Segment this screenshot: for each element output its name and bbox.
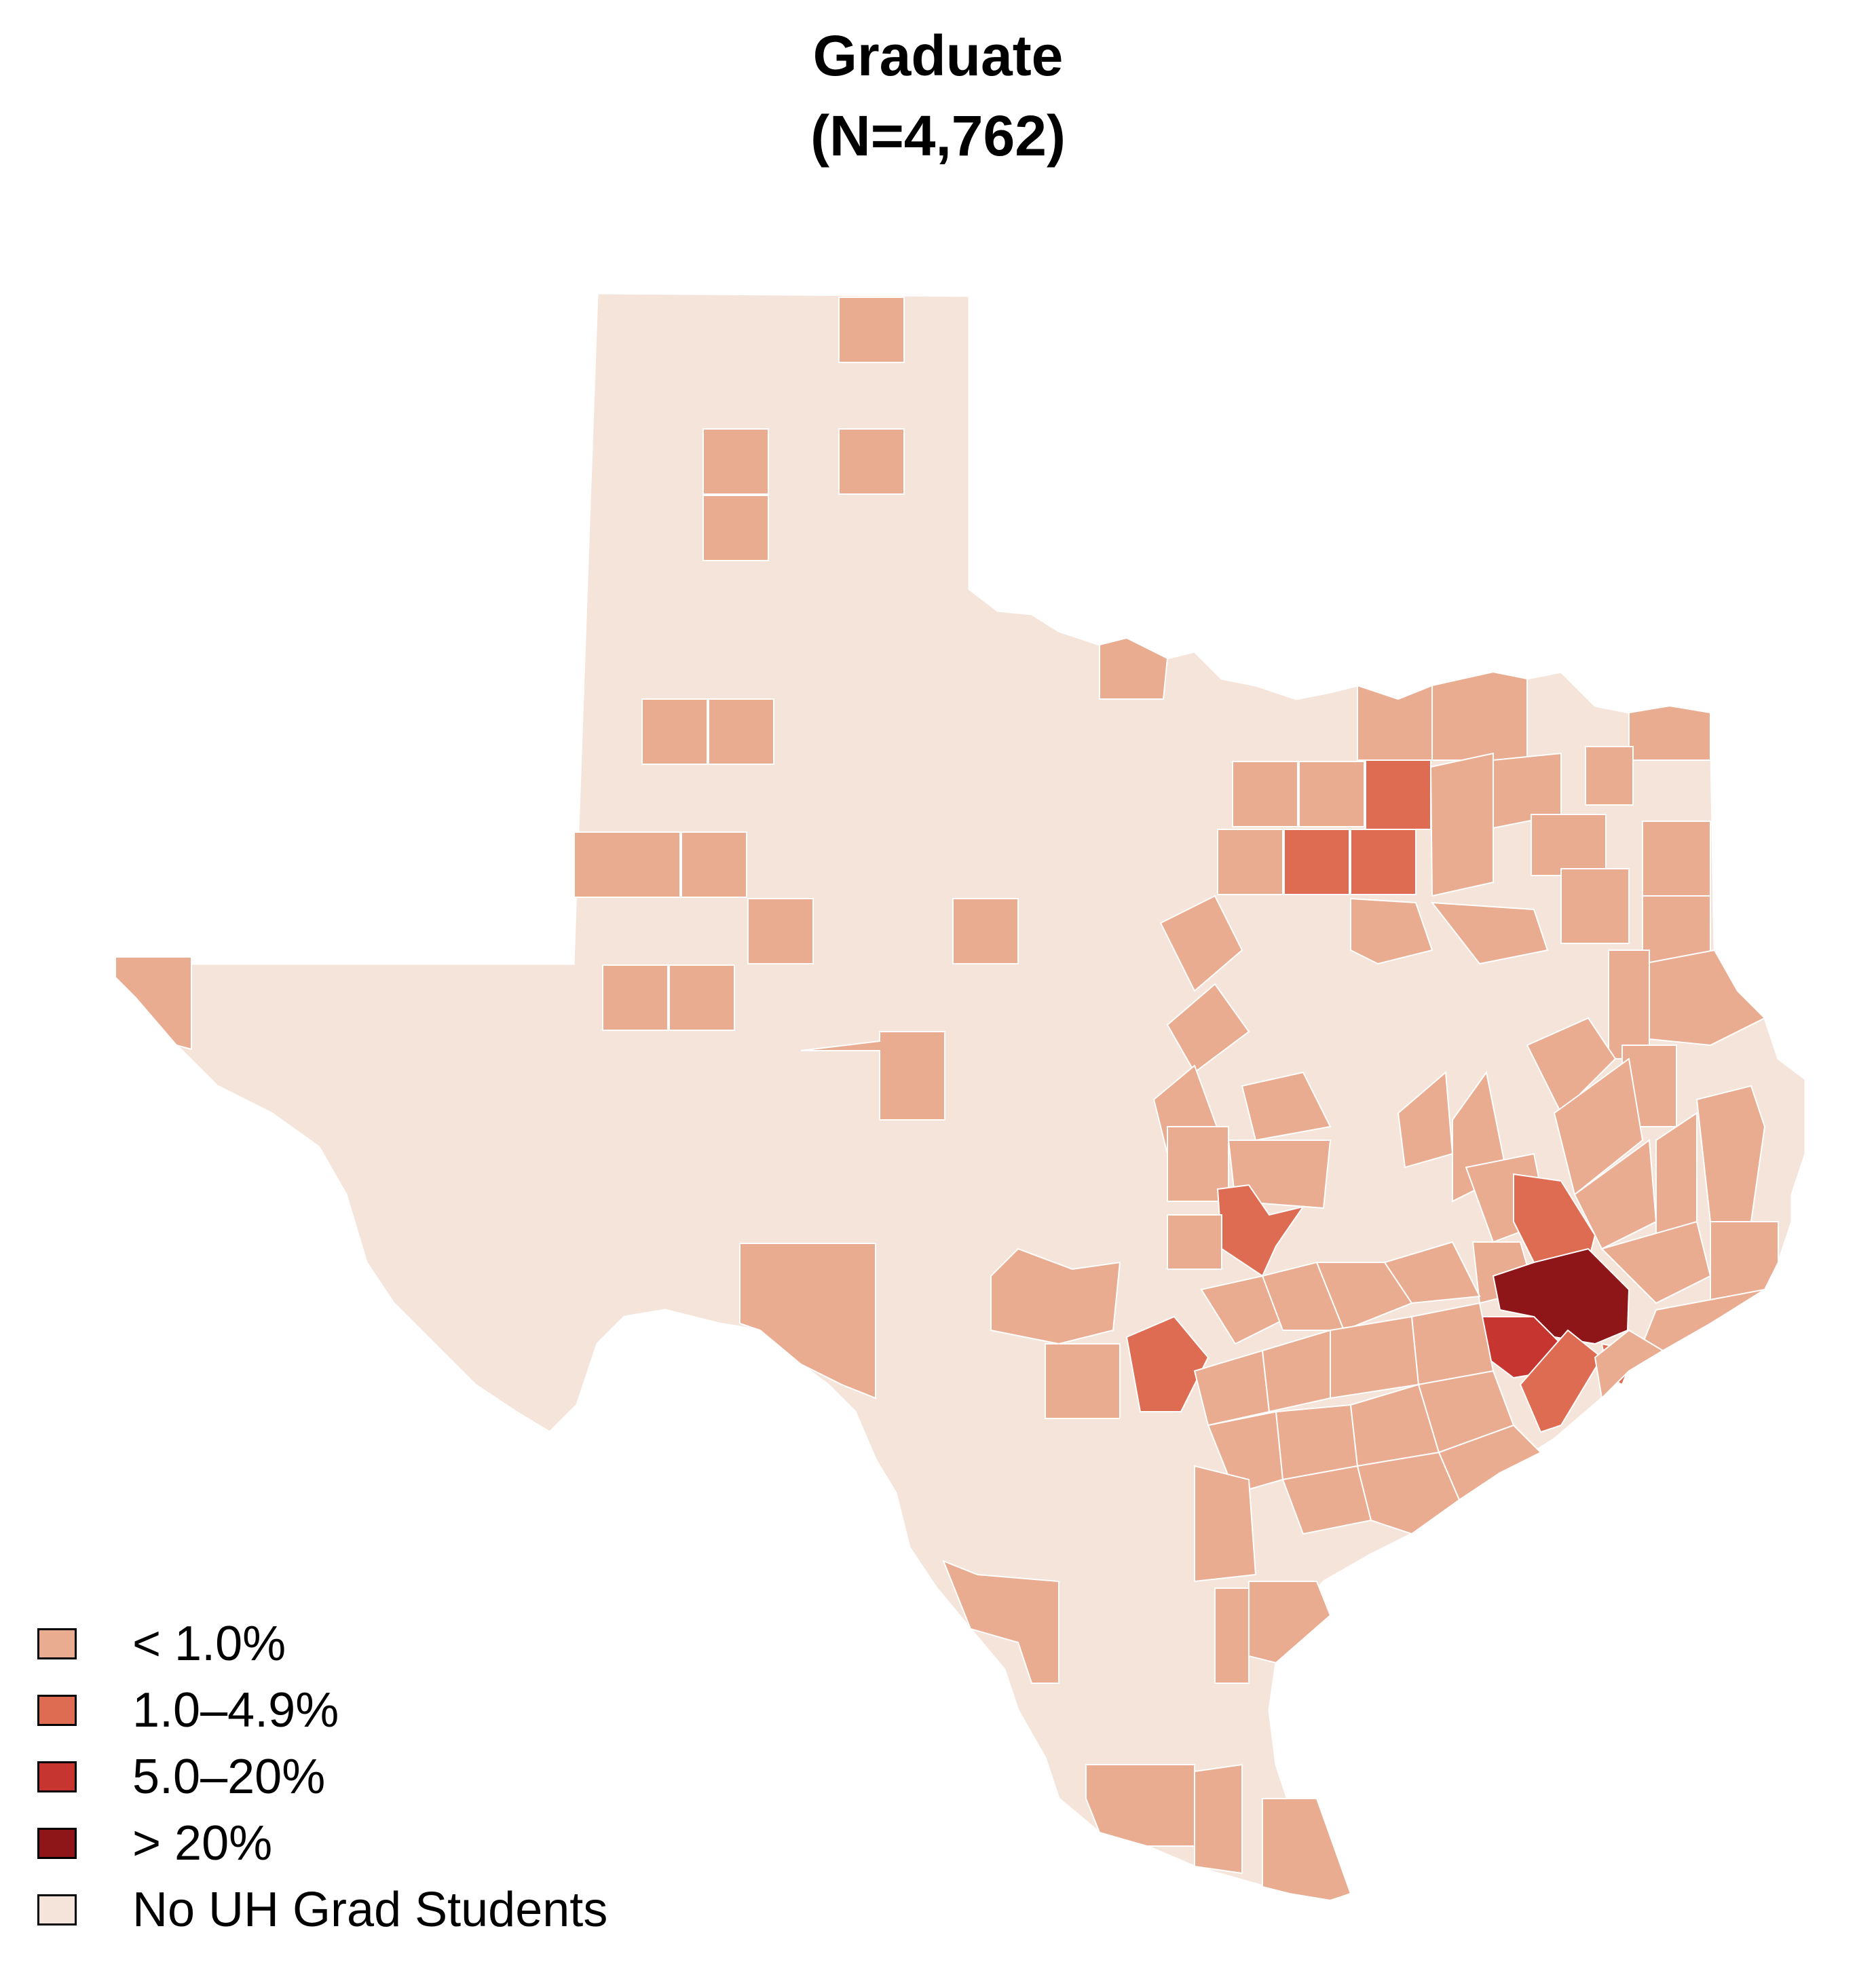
map-subtitle: (N=4,762) <box>810 104 1066 168</box>
county-lt-1pct <box>1383 1241 1481 1304</box>
county-lt-1pct <box>1350 897 1433 965</box>
county-lt-1pct <box>1241 1071 1332 1142</box>
county-lt-1pct <box>1248 1581 1332 1664</box>
county-lt-1pct <box>990 1247 1121 1345</box>
county-lt-1pct <box>1194 1465 1257 1583</box>
legend-item: > 20% <box>37 1816 272 1871</box>
legend-label: 1.0–4.9% <box>132 1683 339 1737</box>
legend-item: 1.0–4.9% <box>37 1683 339 1737</box>
county-lt-1pct <box>1430 901 1549 965</box>
county-lt-1pct <box>1641 1289 1765 1352</box>
county-lt-1pct <box>641 698 708 765</box>
legend-swatch <box>37 1695 77 1726</box>
county-lt-1pct <box>574 831 681 898</box>
legend-swatch <box>37 1894 77 1925</box>
county-lt-1pct <box>1099 637 1169 700</box>
county-lt-1pct <box>942 1560 1059 1684</box>
texas-state-outline <box>114 292 1807 1902</box>
county-1-to-4-9pct <box>1125 1315 1209 1412</box>
legend-item: 5.0–20% <box>37 1750 325 1804</box>
legend-item: < 1.0% <box>37 1617 286 1671</box>
county-lt-1pct <box>1357 684 1433 761</box>
county-lt-1pct <box>1560 868 1630 944</box>
county-1-to-4-9pct <box>1216 1184 1305 1277</box>
county-lt-1pct <box>1410 1302 1495 1386</box>
legend-swatch <box>37 1828 77 1859</box>
county-lt-1pct <box>838 428 905 495</box>
county-lt-1pct <box>1585 746 1634 806</box>
county-lt-1pct <box>1431 671 1528 761</box>
county-lt-1pct <box>1194 1763 1243 1875</box>
legend-label: 5.0–20% <box>132 1750 326 1804</box>
legend-swatch <box>37 1761 77 1792</box>
county-lt-1pct <box>747 898 814 964</box>
county-lt-1pct <box>1642 821 1711 897</box>
county-lt-1pct <box>800 1031 945 1121</box>
legend-label: > 20% <box>132 1816 273 1871</box>
county-gt-20pct <box>1492 1247 1630 1345</box>
county-lt-1pct <box>702 495 769 561</box>
legend-swatch <box>37 1628 77 1659</box>
county-lt-1pct <box>1526 1017 1617 1114</box>
county-1-to-4-9pct <box>1283 829 1350 895</box>
county-lt-1pct <box>602 964 669 1031</box>
county-lt-1pct <box>1167 1214 1222 1270</box>
county-lt-1pct <box>1159 895 1243 992</box>
county-lt-1pct <box>739 1243 876 1399</box>
county-lt-1pct <box>1232 761 1298 827</box>
legend-item: No UH Grad Students <box>37 1883 607 1937</box>
legend-label: < 1.0% <box>132 1617 286 1671</box>
county-lt-1pct <box>1628 704 1711 761</box>
county-lt-1pct <box>1594 1329 1664 1400</box>
county-lt-1pct <box>115 956 192 1051</box>
legend-label: No UH Grad Students <box>132 1883 608 1937</box>
county-lt-1pct <box>1298 761 1365 827</box>
county-lt-1pct <box>1429 752 1494 897</box>
county-lt-1pct <box>681 831 747 898</box>
county-lt-1pct <box>1214 1587 1250 1684</box>
county-lt-1pct <box>1262 1798 1352 1902</box>
county-lt-1pct <box>1553 1057 1644 1196</box>
county-lt-1pct <box>708 698 774 765</box>
county-lt-1pct <box>838 297 905 363</box>
county-1-to-4-9pct <box>1519 1329 1603 1433</box>
county-lt-1pct <box>1085 1764 1195 1847</box>
county-lt-1pct <box>669 964 735 1031</box>
county-1-to-4-9pct <box>1350 829 1417 895</box>
map-title: Graduate <box>812 24 1064 88</box>
county-lt-1pct <box>1356 1451 1461 1535</box>
county-lt-1pct <box>1531 814 1607 876</box>
county-lt-1pct <box>952 898 1019 964</box>
county-lt-1pct <box>1695 1085 1766 1222</box>
county-lt-1pct <box>1330 1315 1420 1399</box>
county-lt-1pct <box>1227 1140 1332 1209</box>
county-lt-1pct <box>1217 829 1283 895</box>
county-1-to-4-9pct <box>1365 757 1431 830</box>
county-lt-1pct <box>1045 1343 1121 1419</box>
county-lt-1pct <box>1608 950 1650 1059</box>
county-lt-1pct <box>1166 983 1250 1074</box>
county-lt-1pct <box>702 428 769 495</box>
